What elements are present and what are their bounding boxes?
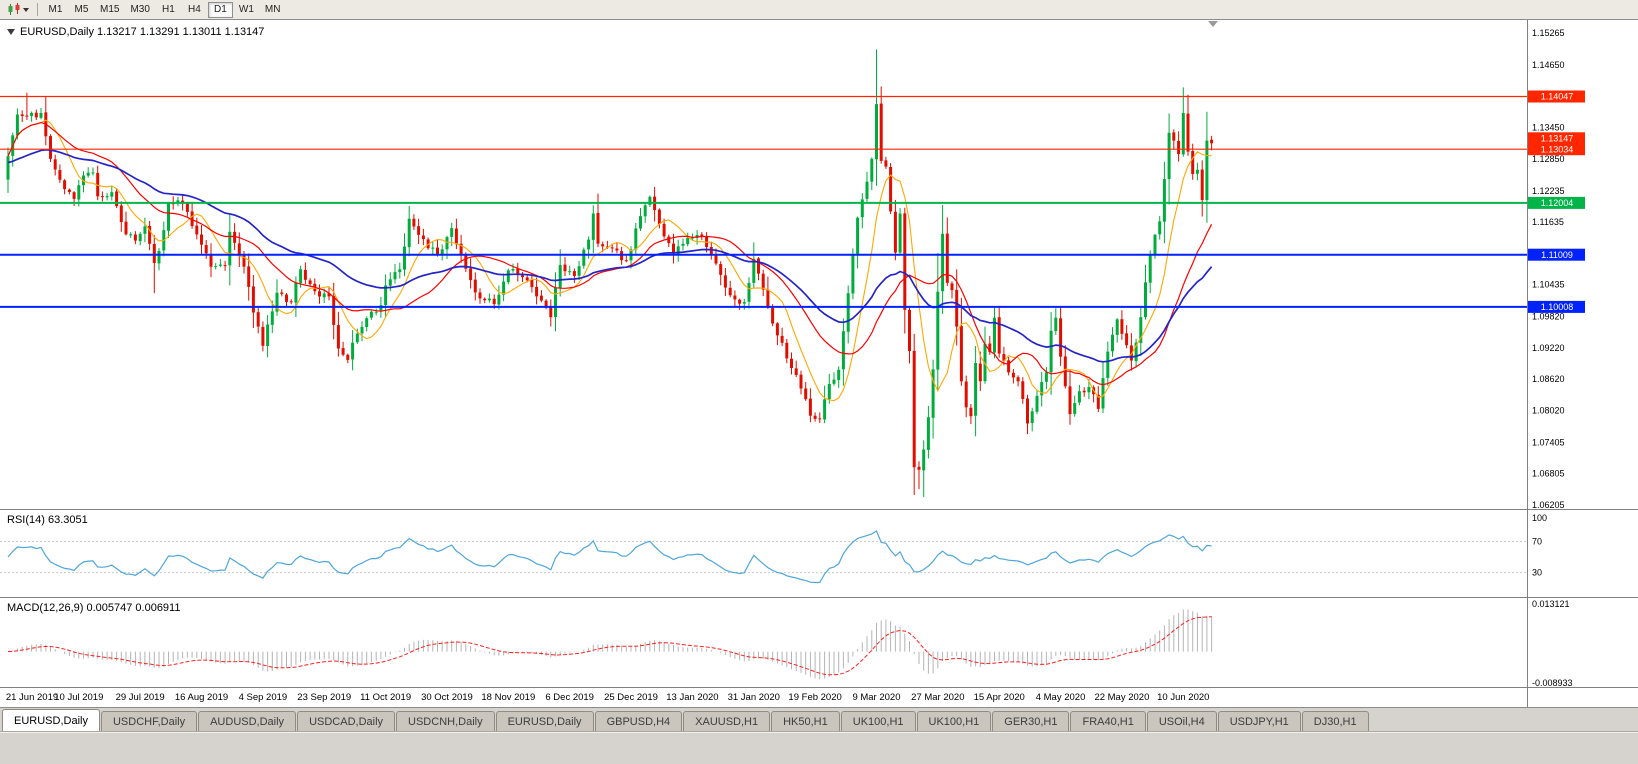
date-label: 16 Aug 2019 [174,692,229,703]
svg-text:1.11635: 1.11635 [1532,217,1564,227]
svg-text:1.10435: 1.10435 [1532,280,1565,290]
svg-text:1.12235: 1.12235 [1532,186,1565,196]
svg-text:70: 70 [1532,536,1542,546]
svg-text:1.07405: 1.07405 [1532,437,1565,447]
timeframe-button-mn[interactable]: MN [264,4,281,15]
chart-tab-ger30-h1[interactable]: GER30,H1 [992,711,1070,731]
time-axis[interactable]: 21 Jun 2019 10 Jul 2019 29 Jul 2019 16 Aug … [0,688,1638,708]
chart-tab-bar: EURUSD,Daily USDCHF,Daily AUDUSD,Daily USDC… [0,708,1638,732]
date-label: 9 Mar 2020 [852,692,901,703]
date-label: 10 Jul 2019 [54,692,104,703]
chart-context-icon[interactable] [7,29,15,39]
date-label: 27 Mar 2020 [911,692,965,703]
date-label: 31 Jan 2020 [727,692,780,703]
date-label: 25 Dec 2019 [604,692,658,703]
chart-tab-xauusd-h1[interactable]: XAUUSD,H1 [683,711,771,731]
macd-indicator-panel: 0.013121 -0.008933 MACD(12,26,9) 0.005747… [0,598,1638,688]
svg-text:1.13450: 1.13450 [1532,123,1565,133]
svg-text:1.14047: 1.14047 [1541,92,1574,102]
timeframe-button-h4[interactable]: H4 [188,4,201,15]
svg-text:1.06805: 1.06805 [1532,469,1565,479]
svg-text:1.13147: 1.13147 [1541,134,1574,144]
chart-tab-eurusd-daily[interactable]: EURUSD,Daily [2,709,100,731]
date-label: 21 Jun 2019 [5,692,59,703]
timeframe-button-m1[interactable]: M1 [48,4,63,15]
chart-type-control[interactable] [4,2,32,17]
svg-text:1.15265: 1.15265 [1532,28,1565,38]
date-label: 4 May 2020 [1035,692,1086,703]
svg-text:1.13034: 1.13034 [1541,144,1574,154]
svg-text:1.09820: 1.09820 [1532,312,1565,322]
timeframe-button-m30[interactable]: M30 [130,4,150,15]
chart-tab-usdcad-daily[interactable]: USDCAD,Daily [297,711,396,731]
date-label: 23 Sep 2019 [297,692,352,703]
svg-text:1.12850: 1.12850 [1532,154,1565,164]
chart-tab-gbpusd-h4[interactable]: GBPUSD,H4 [594,711,683,731]
chart-tab-uk100-h1[interactable]: UK100,H1 [916,711,992,731]
date-label: 19 Feb 2020 [788,692,842,703]
date-label: 29 Jul 2019 [115,692,165,703]
toolbar-separator [37,3,38,16]
macd-canvas[interactable]: 0.013121 -0.008933 [0,598,1638,688]
svg-text:1.09220: 1.09220 [1532,343,1565,353]
chart-tab-usoil-h4[interactable]: USOil,H4 [1146,711,1217,731]
date-label: 6 Dec 2019 [545,692,594,703]
svg-text:1.11009: 1.11009 [1541,250,1573,260]
svg-text:0.013121: 0.013121 [1532,599,1570,609]
timeframe-button-m5[interactable]: M5 [74,4,89,15]
date-label: 30 Oct 2019 [421,692,473,703]
chart-tab-usdjpy-h1[interactable]: USDJPY,H1 [1217,711,1301,731]
timeframe-button-w1[interactable]: W1 [238,4,254,15]
chart-tab-uk100-h1[interactable]: UK100,H1 [840,711,916,731]
timeframe-button-m15[interactable]: M15 [100,4,120,15]
chart-tab-usdchf-daily[interactable]: USDCHF,Daily [100,711,198,731]
price-chart-panel: 1.15265 1.14650 1.13450 1.12850 1.12235 1.116… [0,20,1638,510]
svg-text:30: 30 [1532,568,1542,578]
svg-text:1.08620: 1.08620 [1532,374,1565,384]
rsi-canvas[interactable]: 100 70 30 [0,510,1638,598]
date-label: 4 Sep 2019 [238,692,288,703]
timeframe-button-d1[interactable]: D1 [207,1,233,18]
svg-text:1.08020: 1.08020 [1532,405,1565,415]
main-toolbar: M1 M5 M15 M30 H1 H4 D1 W1 MN [0,0,1638,20]
timeframe-button-h1[interactable]: H1 [162,4,175,15]
svg-text:100: 100 [1532,513,1547,523]
date-label: 15 Apr 2020 [973,692,1025,703]
status-bar [0,732,1638,764]
date-label: 10 Jun 2020 [1157,692,1210,703]
chart-tab-dj30-h1[interactable]: DJ30,H1 [1301,711,1369,731]
price-chart-canvas[interactable]: 1.15265 1.14650 1.13450 1.12850 1.12235 1.116… [0,20,1638,510]
svg-text:1.14650: 1.14650 [1532,60,1565,70]
svg-text:-0.008933: -0.008933 [1532,678,1573,688]
rsi-indicator-panel: 100 70 30 RSI(14) 63.3051 [0,510,1638,598]
date-label: 13 Jan 2020 [666,692,719,703]
timeframe-toolbar: M1 M5 M15 M30 H1 H4 D1 W1 MN [43,1,285,18]
chart-tab-audusd-daily[interactable]: AUDUSD,Daily [198,711,297,731]
candlestick-chart-icon [8,3,20,15]
chevron-down-icon [23,8,29,15]
svg-text:1.12004: 1.12004 [1541,198,1574,208]
chart-tab-fra40-h1[interactable]: FRA40,H1 [1070,711,1146,731]
date-label: 11 Oct 2019 [360,692,412,703]
svg-text:1.10008: 1.10008 [1541,302,1574,312]
chart-tab-usdcnh-daily[interactable]: USDCNH,Daily [396,711,495,731]
svg-text:1.06205: 1.06205 [1532,500,1565,510]
chart-tab-eurusd-daily[interactable]: EURUSD,Daily [495,711,594,731]
date-label: 18 Nov 2019 [481,692,536,703]
date-label: 22 May 2020 [1094,692,1150,703]
chart-tab-hk50-h1[interactable]: HK50,H1 [771,711,840,731]
